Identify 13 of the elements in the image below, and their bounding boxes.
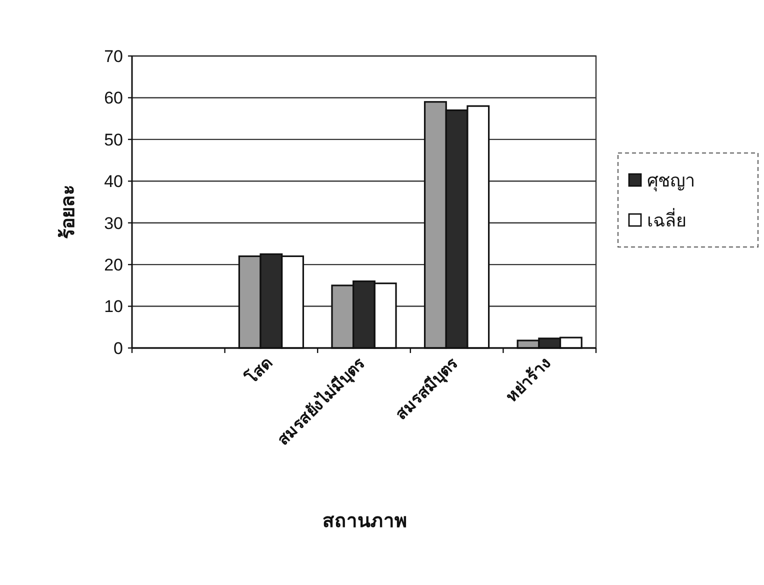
y-tick-label: 60 [104,88,123,108]
y-tick-label: 50 [104,130,123,150]
y-tick-label: 70 [104,46,123,66]
legend-label: ศุชญา [647,170,695,192]
legend-label: เฉลี่ย [647,207,687,230]
y-tick-label: 20 [104,256,123,275]
y-tick-label: 10 [104,297,123,316]
y-tick-label: 40 [104,172,123,192]
x-axis-title: สถานภาพ [322,511,408,532]
y-axis-title: ร้อยละ [57,185,79,239]
y-tick-label: 0 [114,338,123,358]
y-tick-label: 30 [104,214,123,233]
x-tick-label: โสด [240,352,276,388]
